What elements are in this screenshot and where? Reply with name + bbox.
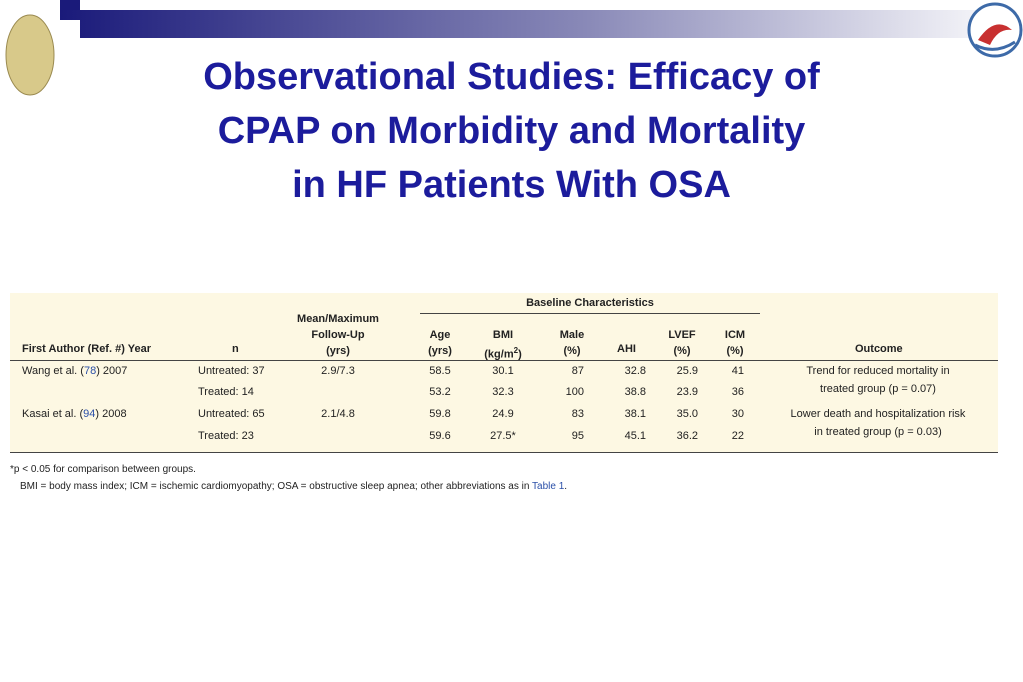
author-text: Kasai et al. ( (22, 408, 84, 420)
cell-male: 95 (571, 430, 584, 442)
cell-bmi: 30.1 (492, 365, 514, 377)
header-line: BMI (492, 329, 514, 341)
header-line: LVEF (668, 329, 696, 341)
author-cell: Wang et al. (78) 2007 (22, 365, 127, 377)
header-cell: Mean/Maximum Follow-Up (yrs) (288, 311, 388, 359)
cell-lvef: 25.9 (676, 365, 698, 377)
cell-n: Untreated: 37 (198, 365, 265, 377)
title-line: CPAP on Morbidity and Mortality (217, 110, 806, 152)
header-cell: Outcome (855, 343, 903, 355)
footnote-text: BMI = body mass index; ICM = ischemic ca… (20, 481, 533, 492)
cell-lvef: 35.0 (676, 408, 698, 420)
title-line: in HF Patients With OSA (292, 164, 731, 206)
header-cell: ICM (%) (713, 327, 757, 359)
header-line: (yrs) (428, 345, 452, 357)
cell-age: 59.8 (429, 408, 451, 420)
cell-n: Treated: 23 (198, 430, 254, 442)
header-line: Follow-Up (311, 329, 365, 341)
header-cell: Age (yrs) (415, 327, 465, 359)
ref-link[interactable]: 94 (83, 408, 96, 420)
cell-followup: 2.1/4.8 (321, 408, 355, 420)
cell-age: 59.6 (429, 430, 451, 442)
author-text: Wang et al. ( (22, 365, 84, 377)
header-group: Baseline Characteristics (526, 297, 654, 309)
cell-ahi: 32.8 (624, 365, 646, 377)
helmet-logo (5, 14, 55, 96)
header-cell: AHI (617, 343, 636, 355)
header-line: (%) (726, 345, 744, 357)
header-text: ) (518, 348, 522, 361)
author-text: ) 2007 (96, 365, 128, 377)
cell-bmi: 24.9 (492, 408, 514, 420)
header-cell: LVEF (%) (657, 327, 707, 359)
society-logo-flame (978, 24, 1012, 45)
footnote-text: . (564, 481, 568, 492)
header-line: (%) (563, 345, 581, 357)
table: First Author (Ref. #) Year n Mean/Maximu… (10, 293, 998, 453)
header-sup: 2 (513, 346, 519, 355)
author-text: ) 2008 (95, 408, 127, 420)
header-square (60, 20, 80, 40)
cell-age: 58.5 (429, 365, 451, 377)
cell-male: 100 (565, 386, 584, 398)
outcome-line: in treated group (p = 0.03) (814, 426, 942, 438)
footnote: *p < 0.05 for comparison between groups. (10, 464, 196, 475)
header-cell: First Author (Ref. #) Year (22, 343, 151, 355)
header-cell: Male (%) (547, 327, 597, 359)
cell-icm: 30 (731, 408, 744, 420)
header-rule (10, 360, 998, 361)
cell-icm: 22 (731, 430, 744, 442)
group-rule (420, 313, 760, 314)
header-square (60, 0, 80, 10)
footnote: BMI = body mass index; ICM = ischemic ca… (20, 481, 567, 492)
outcome-line: Lower death and hospitalization risk (790, 408, 966, 420)
header-bar (60, 10, 1023, 38)
cell-ahi: 45.1 (624, 430, 646, 442)
cell-icm: 41 (731, 365, 744, 377)
cell-n: Treated: 14 (198, 386, 254, 398)
cell-ahi: 38.1 (624, 408, 646, 420)
cell-followup: 2.9/7.3 (321, 365, 355, 377)
header-line: ICM (724, 329, 746, 341)
slide-title: Observational Studies: Efficacy of CPAP … (0, 50, 1023, 212)
cell-male: 83 (571, 408, 584, 420)
outcome-cell: Lower death and hospitalization risk in t… (768, 405, 988, 441)
cell-age: 53.2 (429, 386, 451, 398)
cell-lvef: 23.9 (676, 386, 698, 398)
outcome-cell: Trend for reduced mortality in treated gr… (768, 362, 988, 398)
cell-male: 87 (571, 365, 584, 377)
society-logo-wave (974, 40, 1016, 51)
outcome-line: treated group (p = 0.07) (820, 383, 936, 395)
bottom-rule (10, 452, 998, 453)
ref-link[interactable]: 78 (83, 365, 97, 377)
cell-bmi: 32.3 (492, 386, 514, 398)
cell-bmi: 27.5* (490, 430, 516, 442)
header-line: Male (559, 329, 585, 341)
header-line: (%) (673, 345, 691, 357)
header-cell: BMI (kg/m2) (473, 327, 533, 363)
cell-ahi: 38.8 (624, 386, 646, 398)
outcome-line: Trend for reduced mortality in (806, 365, 950, 377)
footnote-link[interactable]: Table 1 (532, 481, 565, 492)
header-line: (yrs) (326, 345, 350, 357)
header-line: (kg/m2) (473, 343, 533, 363)
header-text: (kg/m (484, 348, 514, 361)
author-cell: Kasai et al. (94) 2008 (22, 408, 127, 420)
header-cell: n (232, 343, 239, 355)
cell-lvef: 36.2 (676, 430, 698, 442)
cell-n: Untreated: 65 (198, 408, 265, 420)
header-line: Mean/Maximum (297, 313, 379, 325)
cell-icm: 36 (731, 386, 744, 398)
header-line: Age (429, 329, 451, 341)
title-line: Observational Studies: Efficacy of (203, 56, 820, 98)
